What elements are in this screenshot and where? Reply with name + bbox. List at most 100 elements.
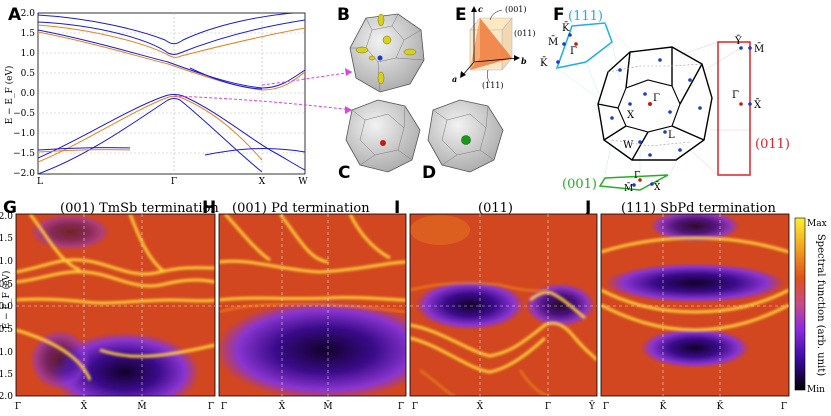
- tick-label: 1.0: [0, 257, 13, 267]
- point-label: K̄: [540, 57, 548, 69]
- projection-lines: [604, 139, 681, 188]
- fermi-pocket-green: [461, 135, 471, 145]
- gamma-point-marker: [638, 178, 642, 182]
- arrowhead: [460, 71, 466, 78]
- tick-label: K̄: [660, 400, 667, 412]
- arrow-to-c: [173, 95, 353, 111]
- tick-label: 1.5: [21, 29, 36, 39]
- tick-label: Γ̄: [412, 402, 418, 412]
- arrowhead: [514, 55, 520, 61]
- point-marker: [748, 46, 752, 50]
- arrowhead: [471, 6, 477, 12]
- panel-title-j: (111) SbPd termination: [621, 201, 776, 216]
- tick-label: X̄: [477, 400, 484, 412]
- leader-line: [487, 69, 491, 84]
- panel-b-fermi-surface: B: [337, 5, 425, 93]
- point-marker: [650, 182, 654, 186]
- point-label: W: [623, 140, 634, 151]
- band-line: [189, 67, 263, 90]
- panel-label-h: H: [202, 198, 216, 218]
- band-line: [38, 147, 131, 151]
- panel-g-spectral-map: [16, 214, 215, 396]
- point-label: M̄: [624, 182, 633, 194]
- truncated-octahedron-bz: [597, 46, 713, 161]
- panel-label-e: E: [455, 5, 467, 25]
- colorbar: Max Min Spectral function (arb. unit): [794, 217, 827, 395]
- axis-label-c: c: [478, 4, 483, 14]
- panel-label-c: C: [338, 163, 350, 183]
- point-label: Γ̄: [732, 90, 739, 101]
- tick-label: Γ̄: [603, 402, 609, 412]
- fermi-pocket-red: [380, 140, 386, 146]
- point-label: X: [627, 110, 635, 121]
- tick-label: X̄: [279, 400, 286, 412]
- band-line: [204, 148, 305, 156]
- band-line: [38, 19, 305, 55]
- panel-a-bands: [38, 13, 305, 174]
- bz-facets: [432, 105, 495, 166]
- panel-i-frame: [409, 213, 598, 397]
- point-label: M̄: [754, 43, 764, 55]
- panel-label-j: J: [584, 198, 591, 218]
- axis-label-a: a: [452, 74, 457, 84]
- bz-hidden-edges: [607, 63, 703, 147]
- tick-label: X: [259, 177, 266, 187]
- panel-f-surface-projections: F (111) K̄ M̄ K̄ Γ̄: [540, 5, 790, 194]
- surface-bz-011: [717, 41, 751, 176]
- panel-i-spectral-map: [410, 214, 597, 396]
- fermi-pockets: [355, 13, 417, 85]
- band-line: [38, 94, 305, 171]
- panel-h-frame: [218, 213, 407, 397]
- tick-label: Γ̄: [781, 402, 787, 412]
- colorbar-max-label: Max: [807, 219, 827, 229]
- point-marker: [632, 183, 636, 187]
- point-label: Γ̄: [634, 171, 640, 181]
- panel-title-i: (011): [478, 201, 513, 216]
- point-label: Γ̄: [570, 46, 577, 57]
- tick-label: K̄: [717, 400, 724, 412]
- plane-111-triangle: [470, 18, 512, 70]
- point-marker: [748, 102, 752, 106]
- tick-label: 0.5: [21, 69, 36, 79]
- axis-b: [473, 57, 519, 63]
- plane-label-111: (111): [482, 81, 504, 90]
- band-line: [38, 13, 299, 45]
- arrow-to-b: [261, 71, 353, 86]
- gamma-point-marker: [739, 102, 743, 106]
- tick-label: Γ̄: [208, 402, 214, 412]
- spectral-yticks: 2.0 1.5 1.0 0.5 0.0 −0.5 −1.0 −1.5 −2.0: [0, 212, 13, 402]
- panel-a-band-structure: A 2.0 1.5 1.0 0.5 0.0: [4, 5, 353, 187]
- panel-label-b: B: [337, 5, 350, 25]
- panel-label-d: D: [422, 163, 436, 183]
- tick-label: M̄: [323, 400, 332, 412]
- tick-label: 0.0: [21, 89, 36, 99]
- panel-d-fermi-surface: D: [422, 99, 504, 183]
- tick-label: −2.0: [13, 169, 35, 179]
- projection-lines: [556, 22, 641, 111]
- tick-label: −1.5: [13, 149, 35, 159]
- brillouin-zone-polyhedron: [349, 13, 425, 93]
- colorbar-gradient: [794, 217, 806, 391]
- band-line: [38, 24, 305, 58]
- tick-label: Γ̄: [15, 402, 21, 412]
- spectral-grid: [16, 214, 789, 396]
- projection-lines: [679, 41, 751, 176]
- tick-label: −0.5: [0, 325, 13, 335]
- gamma-point-marker: [648, 102, 652, 106]
- panel-title-h: (001) Pd termination: [232, 201, 370, 216]
- point-label: X̄: [654, 181, 661, 193]
- surface-label-111: (111): [568, 9, 603, 24]
- tick-label: 0.5: [0, 280, 13, 290]
- band-line: [38, 31, 305, 91]
- plane-label-011: (011): [514, 29, 536, 38]
- tick-label: Γ: [171, 177, 177, 187]
- panel-label-a: A: [8, 5, 22, 25]
- point-label: Ȳ: [734, 35, 742, 47]
- arrowhead: [345, 68, 352, 76]
- plane-shade: [470, 18, 480, 70]
- band-line: [38, 149, 131, 153]
- panel-a-grid: [38, 13, 305, 174]
- spectral-ylabel: E − E_F (eV): [1, 271, 12, 330]
- point-label: X̄: [754, 99, 762, 111]
